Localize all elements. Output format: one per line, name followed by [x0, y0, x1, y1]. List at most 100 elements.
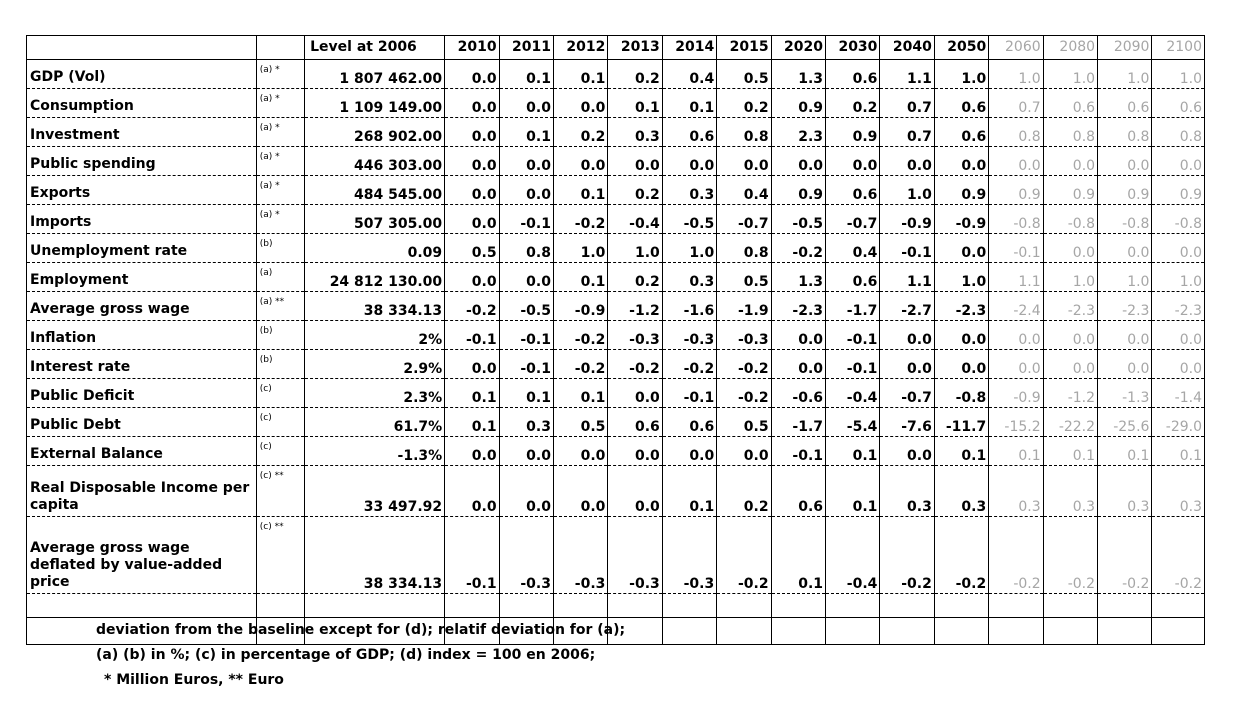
- row-note: (a): [255, 262, 306, 292]
- value-cell: -0.5: [661, 204, 718, 234]
- value-cell: 0.6: [1042, 88, 1099, 118]
- value-cell: 0.0: [1042, 349, 1099, 379]
- value-cell: -0.2: [661, 349, 718, 379]
- value-cell: -0.5: [498, 291, 554, 321]
- value-cell: -0.1: [825, 320, 881, 350]
- level-value: 38 334.13: [304, 291, 446, 321]
- row-note: (a) **: [255, 291, 306, 321]
- value-cell: 0.1: [498, 117, 554, 147]
- value-cell: 0.0: [661, 436, 718, 466]
- level-value: 2.9%: [304, 349, 446, 379]
- row-note: (c) **: [255, 465, 306, 517]
- value-cell: 1.0: [1151, 262, 1205, 292]
- row-note: (b): [255, 320, 306, 350]
- value-cell: 0.1: [661, 465, 718, 517]
- value-cell: -0.3: [607, 320, 663, 350]
- year-header: 2060: [988, 35, 1044, 60]
- empty-cell: [552, 593, 609, 618]
- value-cell: -1.7: [825, 291, 881, 321]
- value-cell: -0.2: [552, 349, 609, 379]
- table-row: Consumption (a) * 1 109 149.00 0.0 0.0 0.0 0.1…: [26, 88, 1205, 118]
- table-row: Interest rate (b) 2.9% 0.0 -0.1 -0.2 -0.2 -0.2-…: [26, 349, 1205, 379]
- value-cell: -0.1: [444, 516, 500, 594]
- value-cell: -0.2: [988, 516, 1044, 594]
- empty-cell: [1151, 617, 1205, 645]
- value-cell: 0.6: [1151, 88, 1205, 118]
- value-cell: 0.1: [770, 516, 827, 594]
- value-cell: 0.0: [879, 320, 935, 350]
- value-cell: -0.8: [933, 378, 990, 408]
- value-cell: -0.2: [716, 516, 772, 594]
- table-row: Investment (a) * 268 902.00 0.0 0.1 0.2 0.3 0.6…: [26, 117, 1205, 147]
- row-note: (a) *: [255, 175, 306, 205]
- value-cell: -1.3: [1097, 378, 1153, 408]
- table-row: Inflation (b) 2% -0.1 -0.1 -0.2 -0.3 -0.3 -0.3 0.…: [26, 320, 1205, 350]
- year-header: 2100: [1151, 35, 1205, 60]
- empty-cell: [255, 593, 306, 618]
- year-header: 2030: [825, 35, 881, 60]
- row-label: Employment: [26, 262, 257, 292]
- empty-cell: [825, 617, 881, 645]
- value-cell: -0.2: [1042, 516, 1099, 594]
- value-cell: -0.3: [716, 320, 772, 350]
- value-cell: -0.7: [716, 204, 772, 234]
- value-cell: 0.6: [770, 465, 827, 517]
- value-cell: -0.3: [552, 516, 609, 594]
- value-cell: 0.1: [552, 59, 609, 89]
- value-cell: -0.1: [498, 204, 554, 234]
- value-cell: 1.0: [1097, 262, 1153, 292]
- row-label: Public Debt: [26, 407, 257, 437]
- value-cell: 0.0: [444, 204, 500, 234]
- value-cell: -15.2: [988, 407, 1044, 437]
- row-label: Exports: [26, 175, 257, 205]
- empty-row: [26, 593, 1205, 618]
- value-cell: 1.0: [1097, 59, 1153, 89]
- level-value: 268 902.00: [304, 117, 446, 147]
- row-label: Unemployment rate: [26, 233, 257, 263]
- year-header: 2050: [933, 35, 990, 60]
- value-cell: 0.0: [1097, 146, 1153, 176]
- year-header: 2013: [607, 35, 663, 60]
- value-cell: 1.0: [1042, 262, 1099, 292]
- level-value: 484 545.00: [304, 175, 446, 205]
- value-cell: 0.0: [988, 320, 1044, 350]
- row-label: Consumption: [26, 88, 257, 118]
- value-cell: 0.2: [825, 88, 881, 118]
- value-cell: 0.1: [552, 378, 609, 408]
- row-label: GDP (Vol): [26, 59, 257, 89]
- value-cell: 0.6: [661, 117, 718, 147]
- value-cell: -2.3: [1151, 291, 1205, 321]
- value-cell: -2.7: [879, 291, 935, 321]
- level-value: 2%: [304, 320, 446, 350]
- value-cell: 0.3: [1042, 465, 1099, 517]
- value-cell: -0.3: [661, 320, 718, 350]
- value-cell: -11.7: [933, 407, 990, 437]
- value-cell: 0.1: [552, 262, 609, 292]
- row-label: Average gross wage: [26, 291, 257, 321]
- value-cell: 0.2: [716, 88, 772, 118]
- header-label-cell: [26, 35, 257, 60]
- value-cell: 0.0: [498, 436, 554, 466]
- empty-cell: [255, 617, 306, 645]
- value-cell: 0.0: [933, 349, 990, 379]
- value-cell: 0.9: [988, 175, 1044, 205]
- value-cell: -0.1: [498, 349, 554, 379]
- value-cell: -0.2: [770, 233, 827, 263]
- empty-cell: [26, 593, 257, 618]
- value-cell: -1.6: [661, 291, 718, 321]
- value-cell: 0.8: [1097, 117, 1153, 147]
- level-value: 507 305.00: [304, 204, 446, 234]
- row-note: (a) *: [255, 204, 306, 234]
- value-cell: -0.3: [607, 516, 663, 594]
- level-value: 446 303.00: [304, 146, 446, 176]
- value-cell: 0.1: [825, 436, 881, 466]
- value-cell: 0.9: [770, 88, 827, 118]
- value-cell: 0.0: [1042, 320, 1099, 350]
- value-cell: 1.0: [607, 233, 663, 263]
- empty-cell: [498, 617, 554, 645]
- value-cell: 0.0: [444, 59, 500, 89]
- empty-cell: [1042, 617, 1099, 645]
- value-cell: -0.9: [879, 204, 935, 234]
- value-cell: 0.0: [607, 436, 663, 466]
- value-cell: 0.3: [933, 465, 990, 517]
